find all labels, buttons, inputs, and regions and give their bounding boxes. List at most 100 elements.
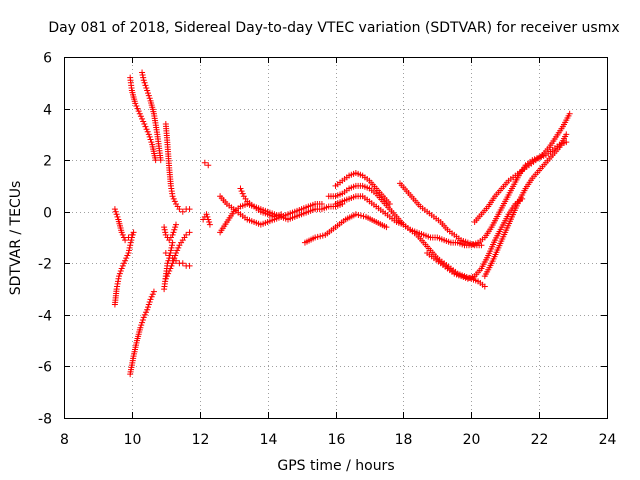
data-point xyxy=(172,257,179,264)
data-point xyxy=(317,233,324,240)
series-arc-1 xyxy=(127,288,157,378)
data-point xyxy=(174,247,181,254)
data-point xyxy=(167,249,174,256)
data-point xyxy=(122,257,129,264)
data-point xyxy=(117,268,124,275)
data-point xyxy=(383,224,390,231)
data-point xyxy=(165,257,172,264)
data-point xyxy=(169,193,176,200)
x-tick-label: 8 xyxy=(60,432,69,448)
data-point xyxy=(355,211,362,218)
data-point xyxy=(144,304,151,311)
data-point xyxy=(119,231,126,238)
series-arc-15 xyxy=(237,185,285,220)
y-axis-tick-labels: -8 -6 -4 -2 0 2 4 6 xyxy=(38,51,52,428)
data-point xyxy=(566,110,573,117)
data-point xyxy=(205,162,212,169)
data-point xyxy=(203,211,210,218)
data-point xyxy=(319,232,326,239)
data-point xyxy=(139,319,146,326)
data-point xyxy=(115,273,122,280)
data-point xyxy=(172,252,179,259)
axis-ticks xyxy=(64,57,608,419)
data-point xyxy=(172,249,179,256)
data-point xyxy=(150,288,157,295)
series-arc-4 xyxy=(111,229,137,308)
series-arc-22 xyxy=(471,110,573,226)
data-point xyxy=(119,262,126,269)
series-arc-9 xyxy=(161,239,176,293)
x-tick-label: 18 xyxy=(395,432,413,448)
data-point xyxy=(278,211,285,218)
data-point xyxy=(123,255,130,262)
data-point xyxy=(164,260,171,267)
data-point xyxy=(118,229,125,236)
y-axis-title: SDTVAR / TECUs xyxy=(8,181,24,296)
data-point xyxy=(148,293,155,300)
x-tick-label: 22 xyxy=(531,432,549,448)
x-axis-tick-labels: 8 10 12 14 16 18 20 22 24 xyxy=(60,432,616,448)
data-point xyxy=(139,115,146,122)
data-point xyxy=(141,121,148,128)
data-point xyxy=(148,139,155,146)
data-point xyxy=(134,105,141,112)
x-tick-label: 10 xyxy=(124,432,142,448)
data-point xyxy=(146,298,153,305)
data-point xyxy=(144,306,151,313)
data-point xyxy=(147,136,154,143)
data-point xyxy=(172,224,179,231)
data-point xyxy=(169,239,176,246)
data-point xyxy=(113,211,120,218)
data-point xyxy=(135,108,142,115)
series-arc-11 xyxy=(201,159,212,169)
data-point xyxy=(133,102,140,109)
data-point xyxy=(149,291,156,298)
data-point xyxy=(112,208,119,215)
data-point xyxy=(140,74,147,81)
data-point xyxy=(145,301,152,308)
data-point xyxy=(170,229,177,236)
data-point xyxy=(162,229,169,236)
data-point xyxy=(314,233,321,240)
y-tick-label: -4 xyxy=(38,309,52,325)
data-point xyxy=(120,260,127,267)
x-tick-label: 14 xyxy=(260,432,278,448)
data-point xyxy=(140,314,147,321)
data-point xyxy=(186,229,193,236)
data-point xyxy=(186,206,193,213)
data-point xyxy=(132,100,139,107)
series-arc-17 xyxy=(301,211,390,246)
data-point xyxy=(169,231,176,238)
data-series xyxy=(111,69,573,378)
data-point xyxy=(125,234,132,241)
data-point xyxy=(140,77,147,84)
data-point xyxy=(145,92,152,99)
data-point xyxy=(360,213,367,220)
series-arc-6 xyxy=(162,121,193,215)
data-point xyxy=(175,244,182,251)
data-point xyxy=(111,206,118,213)
x-axis-title: GPS time / hours xyxy=(277,458,394,474)
data-point xyxy=(128,231,135,238)
x-tick-label: 12 xyxy=(192,432,210,448)
data-point xyxy=(563,139,570,146)
data-point xyxy=(143,126,150,133)
data-point xyxy=(144,87,151,94)
data-point xyxy=(171,226,178,233)
data-point xyxy=(169,260,176,267)
x-tick-label: 20 xyxy=(463,432,481,448)
series-arc-3 xyxy=(139,69,164,164)
data-point xyxy=(140,118,147,125)
data-point xyxy=(352,211,359,218)
y-tick-label: 2 xyxy=(43,154,52,170)
chart-title: Day 081 of 2018, Sidereal Day-to-day VTE… xyxy=(48,20,619,36)
series-arc-5 xyxy=(111,206,135,244)
y-tick-label: 4 xyxy=(43,103,52,119)
data-point xyxy=(157,157,164,164)
data-point xyxy=(127,242,134,249)
data-point xyxy=(318,200,325,207)
y-tick-label: -2 xyxy=(38,257,52,273)
x-tick-label: 24 xyxy=(599,432,617,448)
data-point xyxy=(126,244,133,251)
data-point xyxy=(138,322,145,329)
